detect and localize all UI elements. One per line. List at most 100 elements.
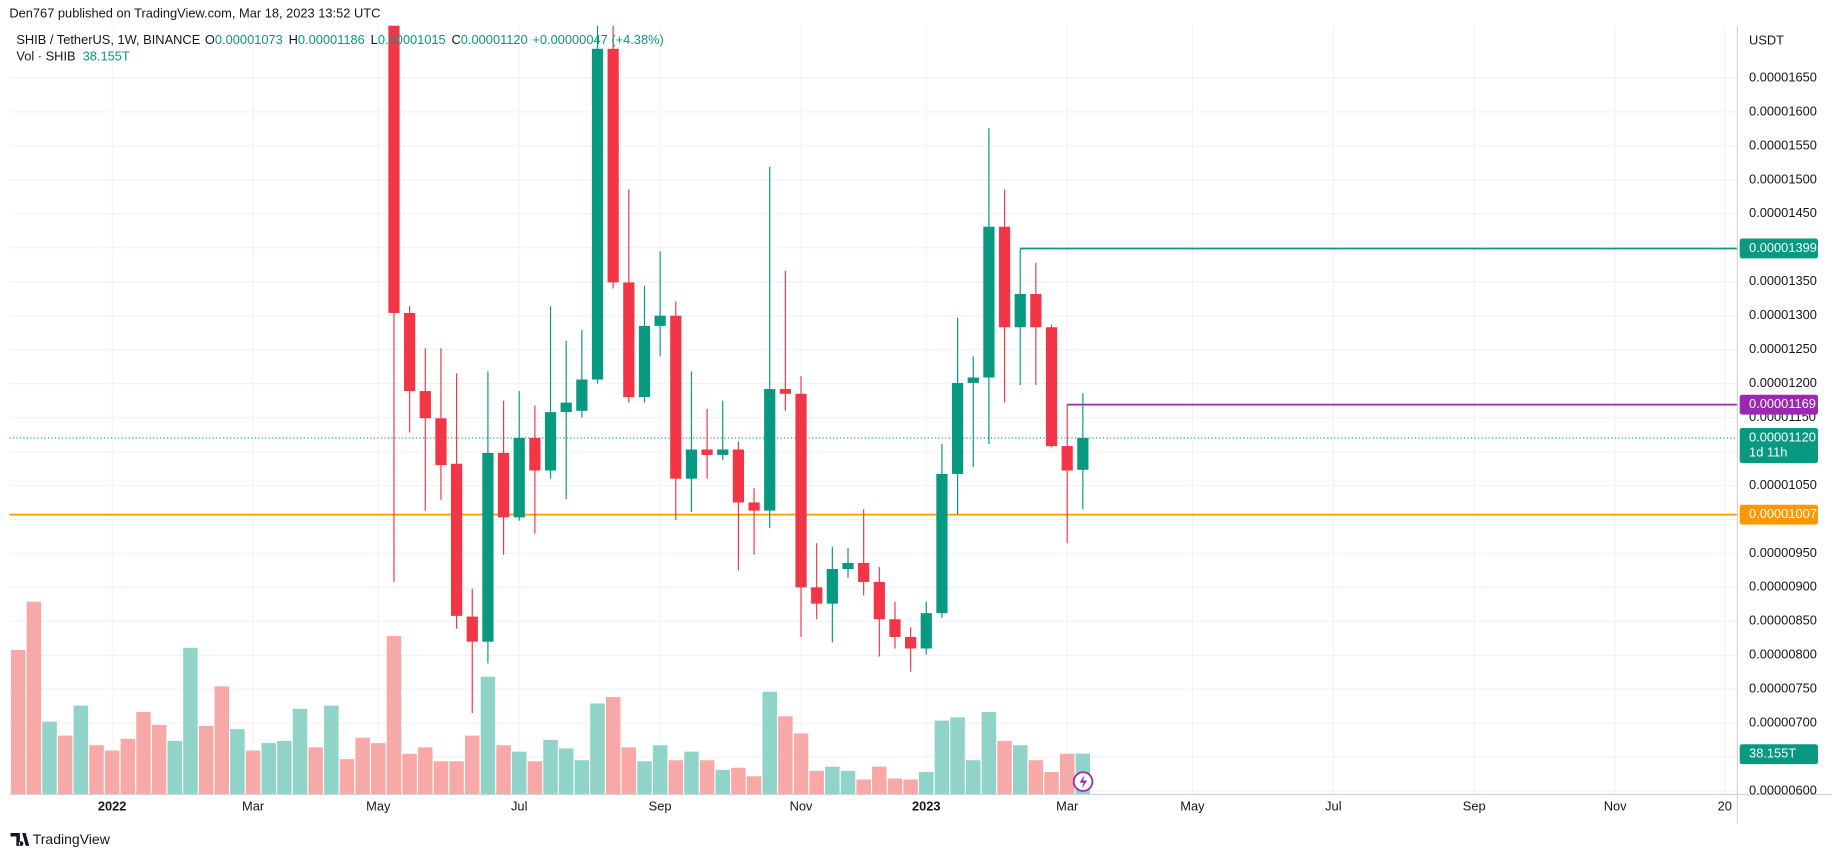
last-price-tag-box [1739, 428, 1818, 464]
level-tag-label: 0.00001169 [1749, 396, 1816, 411]
legend-text: 0.00001186 [298, 32, 365, 47]
candle-body [607, 48, 619, 283]
volume-bar [324, 705, 339, 795]
volume-bar [371, 743, 386, 795]
candle-body [482, 452, 494, 642]
volume-bar [637, 761, 652, 795]
candle-body [654, 315, 666, 326]
volume-bar [26, 601, 42, 795]
volume-bar [809, 770, 824, 795]
volume-bar [887, 778, 903, 795]
volume-bar [684, 751, 699, 795]
legend-text: +0.00000047 (+4.38%) [532, 32, 663, 47]
y-tick-label: 0.00001600 [1749, 103, 1817, 118]
y-tick-label: 0.00001550 [1749, 137, 1817, 152]
x-tick-label: 2022 [98, 799, 127, 814]
candle-body [497, 452, 510, 518]
level-tag-label: 0.00001399 [1749, 240, 1817, 255]
volume-bar [762, 691, 777, 795]
y-tick-label: 0.00001450 [1749, 205, 1817, 220]
last-price-tag-countdown: 1d 11h [1749, 445, 1787, 460]
y-tick-label: 0.00000600 [1749, 782, 1817, 797]
y-tick-label: 0.00000950 [1749, 545, 1817, 560]
y-tick-label: 0.00001650 [1749, 69, 1817, 84]
volume-bar [527, 761, 543, 795]
volume-bar [355, 737, 370, 795]
legend-text: O [205, 32, 215, 47]
volume-bar [104, 750, 120, 795]
x-tick-label: Nov [1604, 799, 1627, 814]
volume-bar [511, 751, 527, 795]
volume-bar [872, 766, 887, 795]
candle-body [842, 562, 854, 570]
x-tick-label: Sep [649, 799, 672, 814]
legend-text: 38.155T [83, 49, 130, 64]
volume-bar [621, 747, 637, 795]
volume-bar [731, 767, 746, 795]
candle-body [905, 636, 917, 649]
volume-bar [966, 760, 981, 795]
candle-body [779, 389, 791, 394]
legend-text: 0.00001015 [378, 32, 446, 47]
y-tick-label: 0.00000900 [1749, 579, 1817, 594]
x-tick-label: Jul [511, 799, 527, 814]
candle-body [873, 581, 885, 620]
legend-text: SHIB / TetherUS, 1W, BINANCE [16, 32, 200, 47]
candle-body [685, 449, 698, 479]
volume-bar [825, 766, 840, 795]
volume-bar [433, 761, 449, 795]
candle-body [1014, 293, 1026, 328]
volume-bar [558, 748, 574, 795]
y-tick-label: 0.00001250 [1749, 341, 1817, 356]
y-tick-label: 0.00001300 [1749, 307, 1817, 322]
unit: USDT [1749, 32, 1784, 47]
candle-body [1030, 293, 1042, 328]
volume-bar [120, 738, 136, 795]
candle-body [1077, 437, 1089, 470]
volume-bar [1012, 745, 1028, 795]
candle-body [967, 377, 979, 383]
candle-body [670, 315, 682, 479]
level-tag-label: 0.00001007 [1749, 506, 1817, 521]
volume-bar [449, 761, 464, 795]
volume-bar [793, 733, 809, 795]
volume-bar [214, 686, 229, 795]
alert-icon[interactable] [1072, 771, 1094, 792]
level-tag-box [1739, 238, 1818, 259]
volume-bar [574, 760, 590, 795]
volume-bar [1059, 753, 1075, 795]
candle-body [638, 325, 651, 398]
candle-body [560, 402, 572, 413]
volume-bar [57, 735, 73, 795]
volume-bar [230, 729, 245, 795]
y-tick-label: 0.00001500 [1749, 171, 1817, 186]
candle-body [795, 393, 807, 588]
candle-body [419, 391, 431, 419]
x-tick-label: 20 [1718, 799, 1732, 814]
volume-bar [339, 759, 355, 795]
y-tick-label: 0.00001200 [1749, 375, 1817, 390]
y-tick-label: 0.00000850 [1749, 613, 1817, 628]
grid [9, 25, 1738, 795]
x-tick-label: Mar [1056, 799, 1079, 814]
y-tick-label: 0.00000800 [1749, 647, 1817, 662]
candle-body [764, 389, 776, 511]
legend-text: 0.00001073 [215, 32, 283, 47]
candle-body [858, 562, 870, 582]
volume-bar [496, 745, 511, 795]
candle-body [466, 616, 478, 642]
candle-body [889, 619, 901, 637]
y-tick-label: 0.00000750 [1749, 681, 1817, 696]
volume-bar [89, 745, 104, 795]
legend-text: C [452, 32, 461, 47]
level-tag: 0.00001399 [1739, 238, 1818, 259]
legend-text: Vol · SHIB [16, 49, 75, 64]
candle-body [513, 437, 525, 518]
volume-bar [151, 724, 167, 795]
y-tick-label: 0.00001350 [1749, 273, 1817, 288]
volume-legend: Vol · SHIB 38.155T [16, 49, 130, 64]
